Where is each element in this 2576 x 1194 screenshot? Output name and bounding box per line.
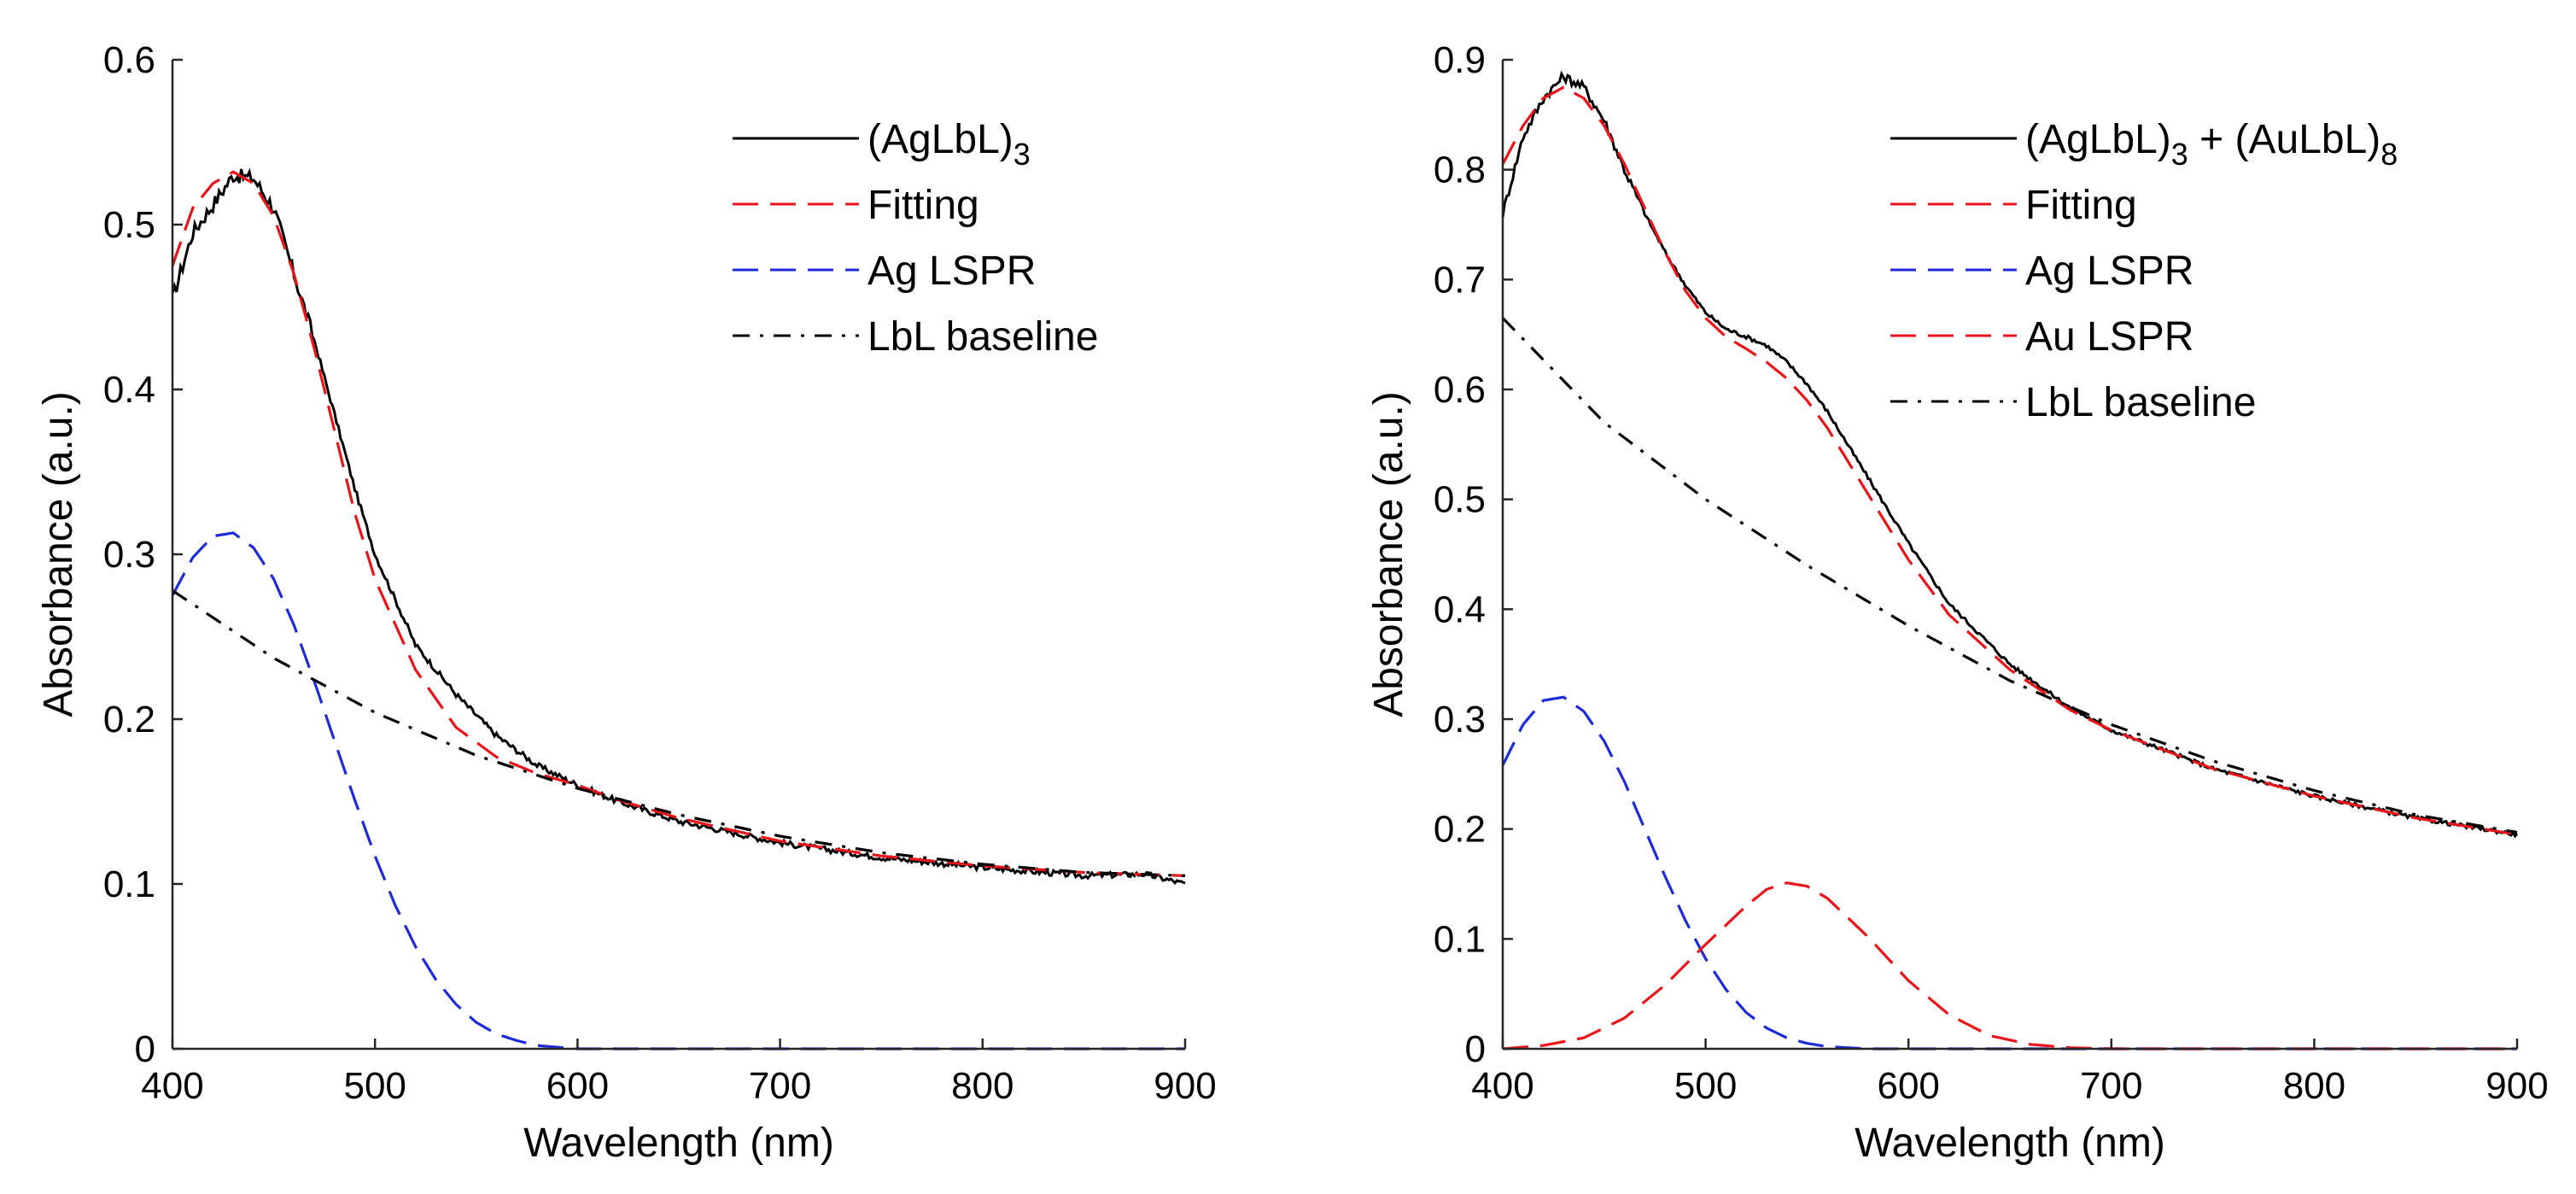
series-group	[171, 167, 1186, 1051]
x-axis-label: Wavelength (nm)	[1855, 1121, 2165, 1166]
legend: (AgLbL)3 Fitting Ag LSPR LbL baseline	[733, 117, 1098, 360]
legend-label-measured: (AgLbL)3	[867, 117, 1031, 172]
y-tick-label: 0.2	[103, 699, 155, 740]
y-tick-label: 0.2	[1434, 809, 1486, 851]
x-tick-label: 700	[2080, 1065, 2142, 1107]
y-tick-label: 0	[135, 1028, 155, 1070]
legend-label-fitting: Fitting	[2025, 183, 2137, 228]
y-tick-label: 0.5	[103, 204, 155, 246]
y-tick-label: 0.6	[1434, 369, 1486, 411]
y-tick-label: 0.3	[103, 534, 155, 576]
x-tick-label: 500	[343, 1065, 406, 1107]
y-tick-label: 0.3	[1434, 699, 1486, 740]
x-tick-label: 400	[141, 1065, 203, 1107]
legend-label-baseline: LbL baseline	[867, 314, 1098, 360]
y-tick-label: 0.4	[1434, 588, 1486, 630]
legend-label-au_lspr: Au LSPR	[2025, 314, 2193, 360]
x-tick-label: 900	[1154, 1065, 1216, 1107]
y-tick-label: 0	[1465, 1028, 1486, 1070]
x-tick-label: 800	[2283, 1065, 2345, 1107]
y-tick-label: 0.8	[1434, 149, 1486, 191]
y-tick-label: 0.9	[1434, 39, 1486, 81]
series-line-measured	[171, 167, 1186, 886]
x-tick-label: 500	[1674, 1065, 1737, 1107]
y-tick-label: 0.6	[103, 39, 155, 81]
series-line-fitting	[1501, 85, 2518, 836]
y-tick-label: 0.1	[1434, 918, 1486, 960]
y-tick-label: 0.1	[103, 863, 155, 905]
left-chart-panel: 400 500 600 700 800 900 0 0.1 0.2 0.3 0.4 0.5 0.6 Wav…	[36, 39, 1217, 1166]
y-axis-label: Absorbance (a.u.)	[1366, 391, 1411, 717]
x-tick-label: 900	[2485, 1065, 2548, 1107]
y-axis-label: Absorbance (a.u.)	[36, 391, 81, 717]
x-tick-label: 600	[1877, 1065, 1939, 1107]
x-axis-label: Wavelength (nm)	[523, 1121, 834, 1166]
series-line-fitting	[171, 170, 1186, 877]
series-line-baseline	[1501, 317, 2518, 834]
legend-label-measured: (AgLbL)3 + (AuLbL)8	[2025, 117, 2398, 172]
legend-label-baseline: LbL baseline	[2025, 380, 2256, 425]
y-tick-label: 0.5	[1434, 479, 1486, 521]
legend-label-fitting: Fitting	[867, 183, 979, 228]
series-group	[1501, 70, 2519, 1051]
y-tick-label: 0.4	[103, 369, 155, 411]
legend-label-ag_lspr: Ag LSPR	[2025, 249, 2193, 294]
x-tick-label: 800	[951, 1065, 1013, 1107]
x-tick-label: 700	[749, 1065, 811, 1107]
series-line-ag_lspr	[171, 531, 1185, 1051]
legend: (AgLbL)3 + (AuLbL)8 Fitting Ag LSPR Au LSPR…	[1890, 117, 2398, 425]
x-tick-label: 600	[546, 1065, 609, 1107]
x-tick-label: 400	[1471, 1065, 1533, 1107]
legend-label-ag_lspr: Ag LSPR	[867, 249, 1036, 294]
y-tick-label: 0.7	[1434, 259, 1486, 301]
right-chart-panel: 400 500 600 700 800 900 0 0.1 0.2 0.3 0.4 0.5 0.6 0.7…	[1366, 39, 2549, 1166]
